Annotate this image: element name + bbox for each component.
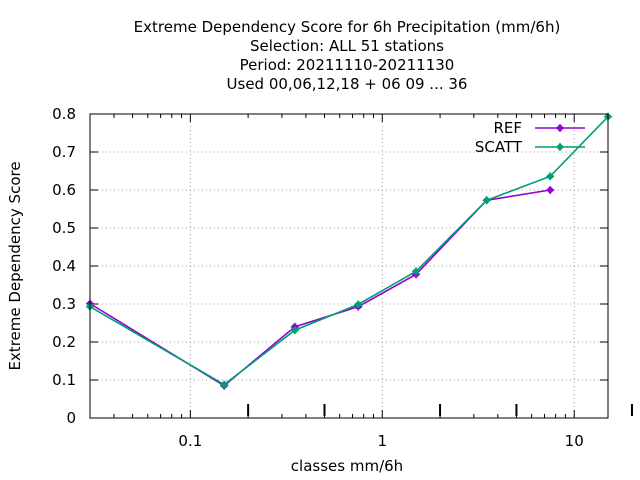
y-axis-label: Extreme Dependency Score (6, 161, 24, 370)
legend-label-scatt: SCATT (475, 138, 523, 156)
chart-title: Extreme Dependency Score for 6h Precipit… (134, 18, 561, 93)
x-tick-label: 0.1 (178, 432, 202, 450)
series-line-scatt (89, 116, 609, 386)
legend-marker-ref (556, 124, 564, 132)
title-line: Period: 20211110-20211130 (240, 56, 455, 74)
data-point-ref (546, 186, 555, 194)
x-tick-label: 1 (378, 432, 388, 450)
title-line: Extreme Dependency Score for 6h Precipit… (134, 18, 561, 36)
data-point-scatt (354, 300, 363, 309)
y-tick-label: 0.1 (52, 371, 76, 389)
data-point-scatt (290, 326, 299, 335)
grid (90, 114, 608, 418)
y-tick-label: 0.8 (52, 105, 76, 123)
y-tick-label: 0.7 (52, 143, 76, 161)
title-line: Used 00,06,12,18 + 06 09 ... 36 (227, 75, 468, 93)
title-line: Selection: ALL 51 stations (250, 37, 444, 55)
y-tick-label: 0.2 (52, 333, 76, 351)
data-point-scatt (546, 172, 555, 181)
x-tick-labels: 0.1 1 10 (178, 432, 583, 450)
y-tick-label: 0 (66, 409, 76, 427)
series-line-ref (89, 189, 551, 387)
legend-label-ref: REF (493, 119, 522, 137)
plot-frame (89, 113, 609, 419)
y-tick-labels: 0 0.1 0.2 0.3 0.4 0.5 0.6 0.7 0.8 (52, 105, 76, 427)
data-point-scatt (220, 380, 229, 389)
axis-ticks (89, 113, 633, 419)
data-point-scatt (482, 196, 491, 205)
y-tick-label: 0.3 (52, 295, 76, 313)
x-tick-label: 10 (565, 432, 584, 450)
x-axis-label: classes mm/6h (291, 457, 403, 475)
y-tick-label: 0.4 (52, 257, 76, 275)
legend-marker-scatt (556, 143, 564, 151)
y-tick-label: 0.6 (52, 181, 76, 199)
series (86, 112, 612, 390)
y-tick-label: 0.5 (52, 219, 76, 237)
data-point-scatt (412, 267, 421, 276)
